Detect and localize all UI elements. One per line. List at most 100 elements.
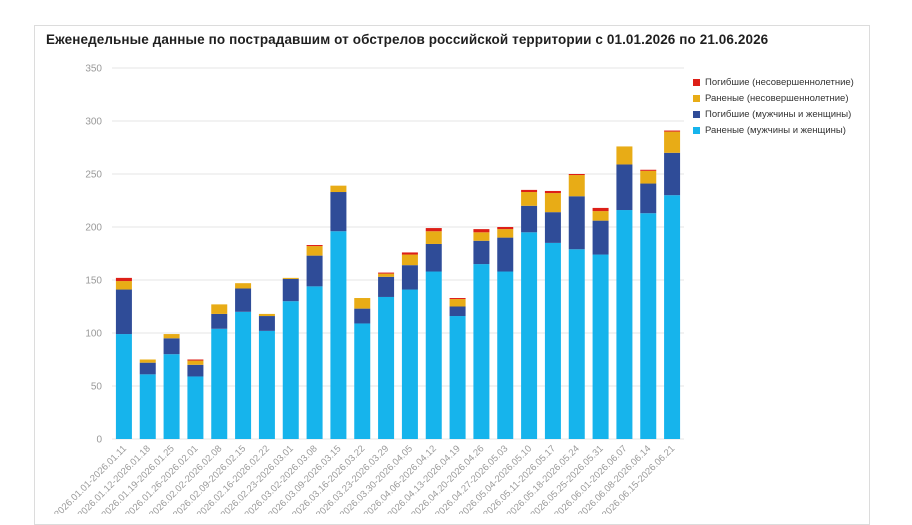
bar-stack bbox=[306, 245, 323, 439]
bar-segment bbox=[115, 281, 132, 290]
legend-label: Погибшие (мужчины и женщины) bbox=[705, 108, 852, 120]
bar-segment bbox=[306, 245, 323, 247]
bar-segment bbox=[211, 328, 228, 439]
bar-segment bbox=[425, 271, 442, 439]
bar-segment bbox=[211, 304, 228, 314]
bar-segment bbox=[401, 289, 418, 439]
bar-segment bbox=[544, 212, 561, 243]
bar-segment bbox=[235, 311, 252, 439]
bar-segment bbox=[592, 211, 609, 221]
bar-segment bbox=[425, 243, 442, 272]
legend-swatch bbox=[693, 110, 700, 118]
bar-segment bbox=[616, 146, 633, 165]
y-tick-label: 350 bbox=[85, 64, 102, 75]
bar-segment bbox=[187, 359, 204, 361]
bar-stack bbox=[211, 304, 228, 439]
bar-segment bbox=[354, 298, 371, 309]
bar-segment bbox=[521, 189, 538, 193]
bar-segment bbox=[306, 286, 323, 439]
bar-stack bbox=[330, 185, 347, 439]
bar-segment bbox=[425, 231, 442, 244]
y-tick-label: 50 bbox=[91, 382, 103, 393]
y-tick-label: 300 bbox=[85, 117, 102, 128]
bar-stack bbox=[187, 359, 204, 439]
bar-segment bbox=[449, 316, 466, 439]
bar-segment bbox=[568, 175, 585, 197]
bar-segment bbox=[425, 228, 442, 232]
bar-segment bbox=[664, 130, 681, 132]
bar-stack bbox=[592, 207, 609, 439]
bar-segment bbox=[258, 313, 275, 317]
bar-segment bbox=[163, 354, 180, 439]
bar-segment bbox=[282, 277, 299, 279]
bar-segment bbox=[115, 334, 132, 439]
bar-segment bbox=[378, 272, 395, 274]
bar-stack bbox=[568, 174, 585, 439]
bar-segment bbox=[640, 183, 657, 214]
bar-segment bbox=[235, 283, 252, 289]
bar-stack bbox=[282, 277, 299, 439]
stacked-bar-chart: 0 50 100 150 200 250 300 350 2026.01.01-2026.01… bbox=[52, 64, 684, 514]
bar-stack bbox=[139, 359, 156, 439]
bar-segment bbox=[330, 192, 347, 232]
x-axis-ticks: 2026.01.01-2026.01.112026.01.12-2026.01.… bbox=[52, 443, 677, 514]
bar-segment bbox=[640, 170, 657, 184]
bar-segment bbox=[592, 254, 609, 439]
legend-entry: Раненые (несовершеннолетние) bbox=[693, 90, 854, 106]
bar-segment bbox=[592, 207, 609, 212]
legend: Погибшие (несовершеннолетние) Раненые (не… bbox=[693, 74, 854, 138]
bar-segment bbox=[640, 169, 657, 171]
bar-segment bbox=[473, 229, 490, 233]
bar-segment bbox=[568, 174, 585, 176]
legend-entry: Погибшие (несовершеннолетние) bbox=[693, 74, 854, 90]
y-tick-label: 250 bbox=[85, 170, 102, 181]
bar-segment bbox=[544, 242, 561, 439]
bar-segment bbox=[378, 296, 395, 439]
legend-label: Погибшие (несовершеннолетние) bbox=[705, 76, 854, 88]
legend-label: Раненые (несовершеннолетние) bbox=[705, 92, 849, 104]
bar-segment bbox=[330, 185, 347, 193]
bar-segment bbox=[139, 362, 156, 375]
legend-entry: Раненые (мужчины и женщины) bbox=[693, 122, 854, 138]
gridlines bbox=[112, 67, 684, 440]
bar-segment bbox=[354, 323, 371, 439]
bar-segment bbox=[664, 195, 681, 439]
bar-segment bbox=[640, 213, 657, 439]
bar-segment bbox=[568, 196, 585, 250]
bar-stack bbox=[163, 334, 180, 439]
bar-segment bbox=[115, 289, 132, 335]
bar-segment bbox=[497, 271, 514, 439]
bar-stack bbox=[616, 146, 633, 439]
y-tick-label: 0 bbox=[96, 435, 102, 446]
legend-swatch bbox=[693, 94, 700, 102]
y-tick-label: 150 bbox=[85, 276, 102, 287]
bar-segment bbox=[163, 334, 180, 339]
bar-segment bbox=[544, 193, 561, 213]
bar-segment bbox=[282, 301, 299, 439]
bar-stack bbox=[449, 298, 466, 439]
bar-segment bbox=[378, 276, 395, 297]
bar-segment bbox=[521, 192, 538, 206]
bar-segment bbox=[139, 374, 156, 439]
bar-segment bbox=[401, 254, 418, 266]
bar-segment bbox=[187, 376, 204, 439]
bar-segment bbox=[592, 220, 609, 255]
bar-stack bbox=[115, 277, 132, 439]
bar-stack bbox=[664, 130, 681, 439]
bar-segment bbox=[258, 330, 275, 439]
bar-stack bbox=[521, 189, 538, 439]
legend-entry: Погибшие (мужчины и женщины) bbox=[693, 106, 854, 122]
chart-card bbox=[34, 25, 870, 525]
bar-segment bbox=[306, 255, 323, 287]
bar-segment bbox=[401, 265, 418, 290]
legend-label: Раненые (мужчины и женщины) bbox=[705, 124, 846, 136]
bar-stack bbox=[378, 272, 395, 439]
bar-stack bbox=[425, 228, 442, 439]
bars bbox=[115, 130, 681, 439]
bar-segment bbox=[497, 237, 514, 272]
bar-segment bbox=[354, 308, 371, 324]
bar-segment bbox=[401, 252, 418, 255]
bar-segment bbox=[616, 210, 633, 439]
bar-segment bbox=[258, 316, 275, 331]
legend-swatch bbox=[693, 78, 700, 86]
